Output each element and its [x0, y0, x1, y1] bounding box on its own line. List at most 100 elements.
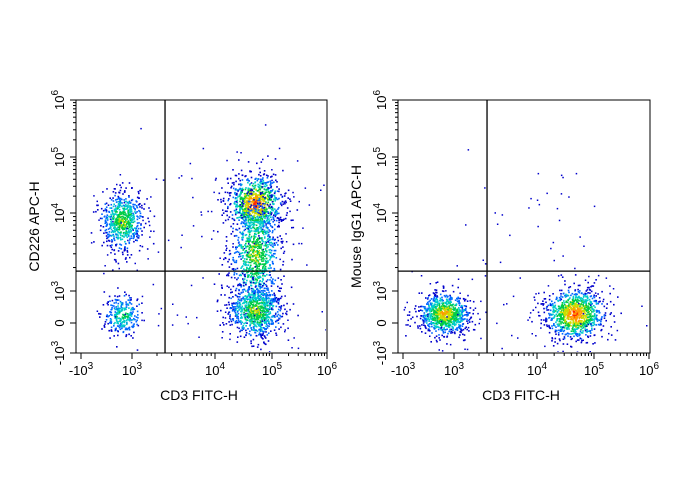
event-dot	[582, 314, 584, 317]
event-dot	[266, 297, 268, 300]
event-dot	[254, 245, 257, 247]
event-dot	[441, 304, 444, 306]
event-dot	[264, 268, 266, 270]
event-dot	[236, 267, 239, 270]
event-dot	[134, 315, 136, 317]
event-dot	[253, 244, 256, 246]
event-dot	[251, 208, 253, 210]
event-dot	[443, 327, 445, 329]
event-dot	[254, 305, 257, 307]
event-dot	[112, 213, 114, 215]
event-dot	[244, 314, 247, 316]
event-dot	[128, 307, 130, 309]
event-dot	[253, 202, 255, 205]
event-dot	[160, 307, 163, 310]
event-dot	[126, 261, 128, 263]
event-dot	[277, 298, 279, 300]
event-dot	[252, 322, 255, 324]
event-dot	[280, 295, 283, 298]
x-tick-label: 105	[262, 361, 282, 378]
event-dot	[232, 169, 234, 171]
event-dot	[254, 236, 257, 238]
event-dot	[440, 311, 442, 314]
event-dot	[268, 308, 270, 311]
event-dot	[123, 228, 126, 230]
event-dot	[427, 329, 429, 332]
event-dot	[559, 315, 561, 317]
event-dot	[257, 202, 259, 205]
event-dot	[426, 303, 428, 305]
event-dot	[103, 232, 105, 234]
event-dot	[433, 296, 436, 298]
event-dot	[265, 174, 268, 177]
event-dot	[459, 334, 461, 336]
event-dot	[255, 260, 257, 262]
event-dot	[128, 216, 131, 219]
event-dot	[438, 307, 441, 309]
event-dot	[437, 325, 439, 328]
event-dot	[267, 261, 269, 264]
event-dot	[126, 225, 129, 228]
event-dot	[437, 313, 439, 316]
event-dot	[293, 196, 295, 198]
event-dot	[256, 195, 259, 198]
event-dot	[212, 230, 215, 232]
event-dot	[270, 276, 272, 279]
event-dot	[230, 192, 232, 194]
event-dot	[273, 292, 275, 295]
event-dot	[250, 182, 253, 184]
event-dot	[187, 322, 189, 325]
event-dot	[555, 298, 557, 301]
event-dot	[434, 303, 437, 306]
event-dot	[456, 314, 458, 317]
event-dot	[135, 200, 137, 202]
event-dot	[455, 317, 458, 320]
event-dot	[235, 314, 237, 317]
event-dot	[421, 309, 424, 312]
event-dot	[273, 181, 275, 183]
event-dot	[250, 314, 252, 317]
event-dot	[231, 182, 234, 184]
event-dot	[115, 319, 118, 321]
event-dot	[265, 215, 268, 218]
event-dot	[252, 295, 255, 298]
event-dot	[226, 247, 228, 250]
event-dot	[238, 205, 241, 207]
event-dot	[250, 176, 253, 179]
event-dot	[235, 204, 238, 207]
event-dot	[114, 229, 116, 231]
event-dot	[468, 321, 471, 323]
event-dot	[110, 223, 113, 226]
event-dot	[114, 253, 116, 255]
event-dot	[264, 185, 267, 188]
event-dot	[124, 218, 127, 221]
event-dot	[240, 258, 242, 260]
event-dot	[258, 322, 261, 324]
event-dot	[256, 221, 259, 223]
event-dot	[241, 252, 244, 254]
event-dot	[249, 193, 251, 195]
event-dot	[257, 241, 259, 244]
event-dot	[118, 208, 121, 211]
event-dot	[255, 257, 257, 259]
event-dot	[238, 219, 240, 221]
event-dot	[258, 199, 261, 202]
event-dot	[117, 219, 119, 222]
event-dot	[125, 213, 127, 215]
event-dot	[241, 305, 243, 308]
event-dot	[247, 245, 249, 247]
event-dot	[271, 201, 274, 203]
event-dot	[254, 181, 257, 183]
event-dot	[253, 191, 255, 193]
event-dot	[460, 331, 462, 334]
event-dot	[243, 261, 246, 263]
event-dot	[451, 298, 453, 300]
event-dot	[220, 201, 222, 203]
event-dot	[252, 338, 255, 341]
event-dot	[115, 233, 117, 236]
event-dot	[426, 318, 429, 321]
event-dot	[253, 216, 256, 218]
event-dot	[436, 308, 439, 310]
event-dot	[119, 307, 122, 310]
event-dot	[241, 188, 243, 191]
